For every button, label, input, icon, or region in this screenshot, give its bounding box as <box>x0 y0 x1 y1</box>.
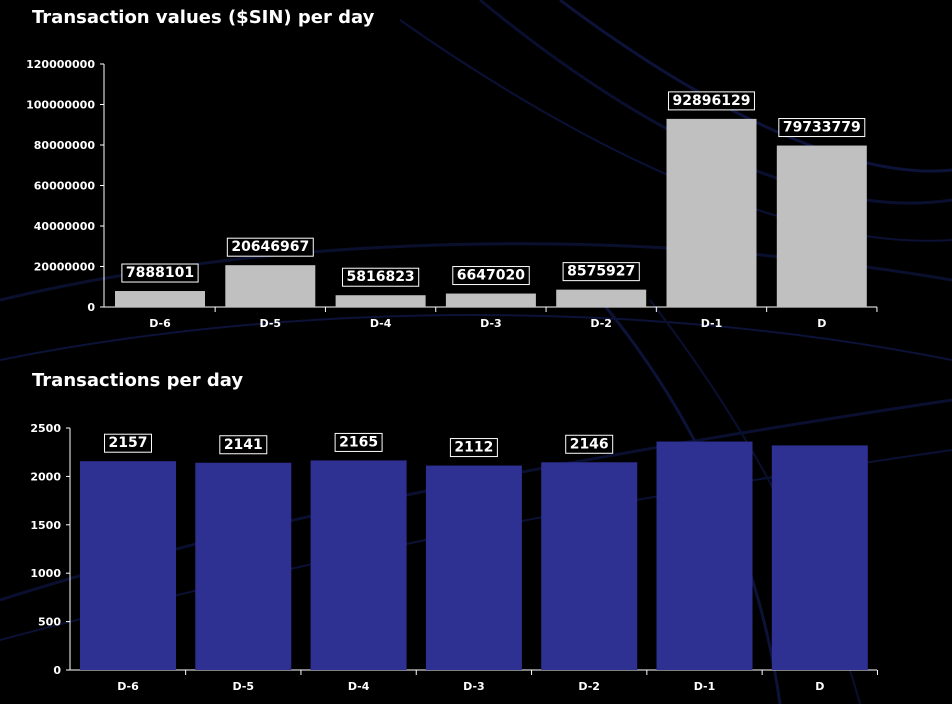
bar-d-2 <box>556 289 647 307</box>
data-label-text: 5816823 <box>346 269 414 285</box>
bar-d-3 <box>445 293 536 307</box>
y-tick-label: 120000000 <box>26 58 95 71</box>
bar-d-3 <box>425 465 522 670</box>
data-label: 79733779 <box>778 118 866 138</box>
y-tick-label: 40000000 <box>34 220 96 233</box>
x-tick-label: D-3 <box>480 317 502 330</box>
data-label-text: 2146 <box>570 436 609 452</box>
bar-d-6 <box>80 461 176 670</box>
data-label: 2112 <box>449 438 498 458</box>
bar-d-2 <box>541 462 638 670</box>
data-label-box <box>334 432 383 452</box>
x-tick-label: D <box>815 680 824 693</box>
data-label-text: 2157 <box>109 435 148 451</box>
data-label-box <box>452 266 530 286</box>
y-tick-label: 0 <box>87 301 95 314</box>
data-label-text: 92896129 <box>673 93 751 109</box>
y-tick-label: 20000000 <box>34 261 96 274</box>
data-label: 2157 <box>104 433 152 453</box>
bar-d-4 <box>310 460 407 670</box>
y-tick-label: 100000000 <box>26 99 95 112</box>
data-label-box <box>562 262 640 282</box>
chart-title-transaction-values: Transaction values ($SIN) per day <box>32 7 375 28</box>
bar-d-4 <box>335 295 426 307</box>
data-label-text: 6647020 <box>457 268 525 284</box>
data-label-box <box>341 267 420 287</box>
data-label: 7888101 <box>121 263 199 283</box>
x-tick-label: D-6 <box>149 317 171 330</box>
y-tick-label: 1000 <box>30 567 61 580</box>
data-label-box <box>219 435 268 455</box>
y-tick-label: 1500 <box>30 519 61 532</box>
data-label: 6647020 <box>452 266 530 286</box>
y-tick-label: 500 <box>38 616 61 629</box>
data-label: 2146 <box>565 434 614 454</box>
data-label-text: 2141 <box>224 437 263 453</box>
x-tick-label: D-2 <box>578 680 600 693</box>
data-label: 2141 <box>219 435 268 455</box>
x-tick-label: D-4 <box>348 680 370 693</box>
data-label-box <box>121 263 199 283</box>
transaction-values-chart: 0 20000000 40000000 60000000 80000000 1000000… <box>26 58 878 330</box>
y-tick-label: 60000000 <box>34 180 96 193</box>
x-tick-label: D-4 <box>370 317 392 330</box>
data-label: 8575927 <box>562 262 640 282</box>
x-tick-label: D-3 <box>463 680 485 693</box>
bar-d-5 <box>225 265 316 307</box>
y-tick-label: 0 <box>53 664 61 677</box>
data-label-box <box>778 118 866 138</box>
x-tick-label: D-6 <box>117 680 139 693</box>
y-tick-label: 2500 <box>30 422 61 435</box>
x-tick-label: D-5 <box>260 317 282 330</box>
bar-d <box>771 445 868 670</box>
data-label: 20646967 <box>226 237 314 257</box>
bar-d <box>776 145 867 307</box>
data-label-box <box>226 237 314 257</box>
data-label: 92896129 <box>668 91 755 111</box>
data-label: 5816823 <box>341 267 420 287</box>
transactions-count-chart: 0 500 1000 1500 2000 2500 D-6 2157 D-5 2141 D-4 216… <box>30 422 878 693</box>
data-label-box <box>565 434 614 454</box>
data-label-text: 2112 <box>454 440 493 456</box>
data-label-box <box>104 433 152 453</box>
x-tick-label: D-5 <box>233 680 255 693</box>
bar-d-5 <box>195 462 292 670</box>
x-tick-label: D-1 <box>694 680 716 693</box>
x-tick-label: D-1 <box>701 317 723 330</box>
bar-d-1 <box>656 441 753 670</box>
data-label-box <box>449 438 498 458</box>
y-tick-label: 80000000 <box>34 139 96 152</box>
x-tick-label: D-2 <box>590 317 612 330</box>
bar-d-6 <box>115 291 205 307</box>
data-label-box <box>668 91 755 111</box>
bar-d-1 <box>666 118 757 307</box>
data-label-text: 20646967 <box>231 239 309 255</box>
data-label-text: 8575927 <box>567 264 635 280</box>
y-tick-label: 2000 <box>30 470 61 483</box>
data-label: 2165 <box>334 432 383 452</box>
data-label-text: 79733779 <box>783 120 861 136</box>
data-label-text: 7888101 <box>126 265 194 281</box>
x-tick-label: D <box>817 317 826 330</box>
chart-title-transactions-per-day: Transactions per day <box>32 370 244 391</box>
data-label-text: 2165 <box>339 434 378 450</box>
